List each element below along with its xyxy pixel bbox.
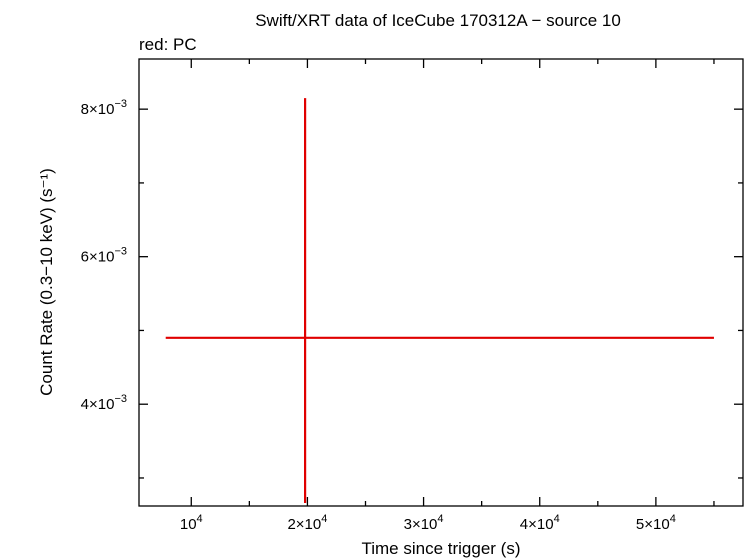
axis-tick-labels: 104 2×104 3×104 4×104 5×104 4×10−3 6×10−3 8×10−… [81,98,676,533]
y-axis-label: Count Rate (0.3−10 keV) (s⁻¹) [37,168,56,396]
x-tick-label: 2×104 [287,513,327,533]
x-tick-label: 104 [180,513,203,533]
x-axis-label: Time since trigger (s) [361,539,520,558]
chart-title: Swift/XRT data of IceCube 170312A − sour… [255,11,621,30]
y-tick-label: 6×10−3 [81,246,127,266]
y-tick-label: 8×10−3 [81,98,127,118]
y-tick-label: 4×10−3 [81,393,127,413]
chart-subtitle: red: PC [139,35,197,54]
x-tick-label: 5×104 [636,513,676,533]
plot-frame [138,58,744,507]
data-marks [165,98,714,504]
x-tick-label: 4×104 [520,513,560,533]
x-tick-label: 3×104 [404,513,444,533]
axis-ticks [139,59,743,506]
